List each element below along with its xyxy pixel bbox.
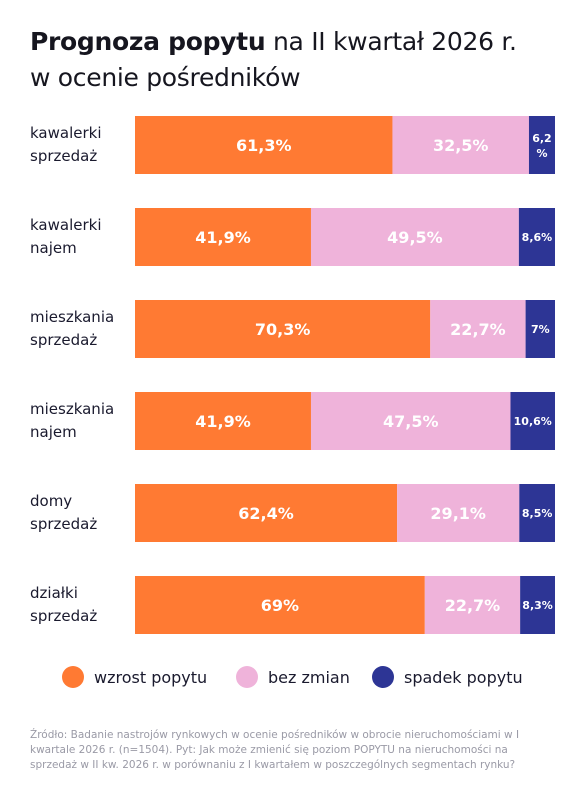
bar-segment-spadek <box>519 484 555 542</box>
chart-title-line2: w ocenie pośredników <box>30 63 301 92</box>
legend-swatch-bez-zmian <box>236 666 258 688</box>
data-label-wzrost: 70,3% <box>255 320 311 339</box>
data-label-spadek: 6,2% <box>532 132 552 160</box>
data-label-spadek: 8,5% <box>522 507 553 520</box>
data-label-spadek: 8,3% <box>522 599 553 612</box>
chart-title-bold: Prognoza popytu <box>30 27 266 56</box>
bar-segment-bez-zmian <box>397 484 520 542</box>
legend-item-bez-zmian: bez zmian <box>236 662 350 692</box>
bar-segment-wzrost <box>135 484 398 542</box>
bar-segment-spadek <box>518 208 555 266</box>
data-label-wzrost: 41,9% <box>195 228 251 247</box>
data-label-wzrost: 41,9% <box>195 412 251 431</box>
bar-segment-wzrost <box>135 576 425 634</box>
bar-segment-wzrost <box>135 300 431 358</box>
category-label: kawalerki sprzedaż <box>30 124 102 165</box>
data-label-bez-zmian: 22,7% <box>450 320 506 339</box>
stacked-bar-chart: kawalerki sprzedaż 61,3% 32,5% 6,2 % kawalerki… <box>30 116 555 634</box>
legend-label-wzrost: wzrost popytu <box>94 667 208 687</box>
bar-segment-wzrost <box>135 392 311 450</box>
bar-segment-bez-zmian <box>430 300 526 358</box>
bar-segment-bez-zmian <box>392 116 529 174</box>
chart-title: Prognoza popytu na II kwartał 2026 r. w … <box>30 24 560 96</box>
data-label-wzrost: 61,3% <box>236 136 292 155</box>
bar-segment-bez-zmian <box>424 576 521 634</box>
data-label-spadek: 7% <box>531 323 550 336</box>
data-label-bez-zmian: 49,5% <box>387 228 443 247</box>
bar-segment-spadek <box>520 576 555 634</box>
chart-title-rest: na II kwartał 2026 r. <box>265 27 517 56</box>
bar-segment-spadek <box>528 116 555 174</box>
data-label-bez-zmian: 29,1% <box>430 504 486 523</box>
data-label-spadek: 8,6% <box>522 231 553 244</box>
bar-segment-spadek <box>510 392 555 450</box>
legend-item-spadek: spadek popytu <box>372 662 523 692</box>
chart-legend: wzrost popytu bez zmian spadek popytu <box>62 662 542 692</box>
legend-item-wzrost: wzrost popytu <box>62 662 207 692</box>
data-label-bez-zmian: 47,5% <box>383 412 439 431</box>
bar-segment-wzrost <box>135 116 393 174</box>
data-label-wzrost: 69% <box>261 596 299 615</box>
bar-segment-bez-zmian <box>310 392 511 450</box>
legend-label-spadek: spadek popytu <box>404 667 523 687</box>
category-label: domy sprzedaż <box>30 492 97 533</box>
data-label-spadek: 10,6% <box>514 415 552 428</box>
category-label: działki sprzedaż <box>30 584 97 625</box>
legend-swatch-spadek <box>372 666 394 688</box>
legend-swatch-wzrost <box>62 666 84 688</box>
category-label: mieszkania sprzedaż <box>30 308 114 349</box>
category-label: kawalerki najem <box>30 216 102 257</box>
data-label-bez-zmian: 22,7% <box>445 596 501 615</box>
data-label-wzrost: 62,4% <box>238 504 294 523</box>
legend-label-bez-zmian: bez zmian <box>268 667 350 687</box>
category-label: mieszkania najem <box>30 400 114 441</box>
source-note: Źródło: Badanie nastrojów rynkowych w oc… <box>30 729 520 771</box>
bar-segment-spadek <box>525 300 555 358</box>
bar-segment-bez-zmian <box>310 208 519 266</box>
data-label-bez-zmian: 32,5% <box>433 136 489 155</box>
bar-segment-wzrost <box>135 208 311 266</box>
